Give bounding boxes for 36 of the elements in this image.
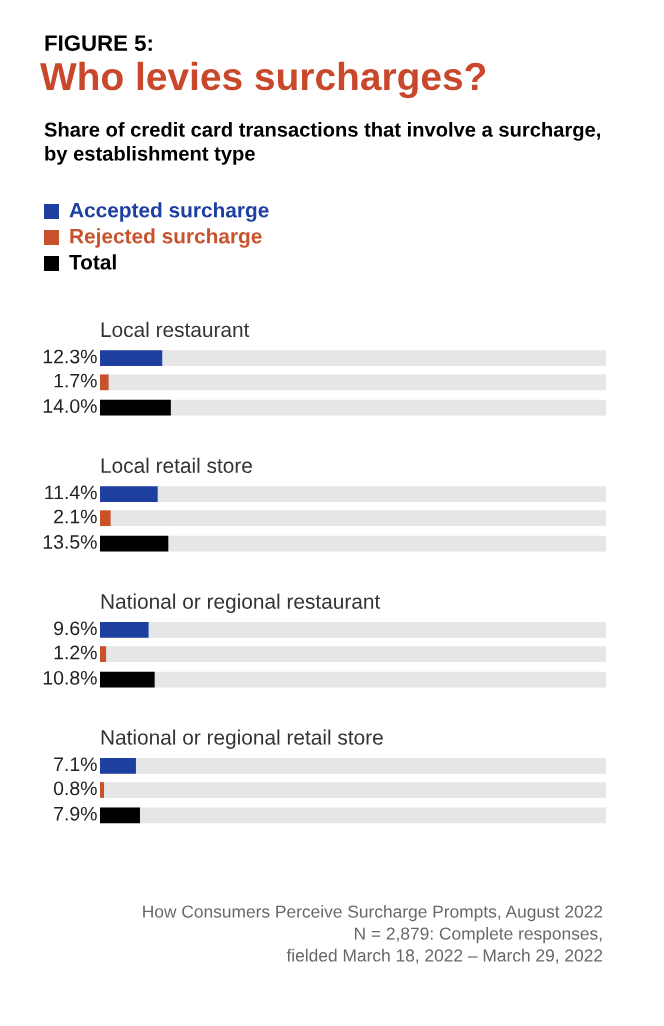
data-label: 11.4%: [45, 485, 97, 500]
data-label: 2.1%: [54, 509, 97, 524]
text: How Consumers Perceive Surcharge Prompts, August 2022: [143, 905, 603, 922]
legend-label: Rejected surcharge: [70, 228, 262, 248]
bar: [100, 758, 136, 774]
bar: [100, 350, 163, 367]
data-label: 0.8%: [53, 781, 97, 796]
bar: [100, 486, 158, 502]
y-tick-label: National or regional restaurant: [101, 593, 381, 614]
bar: [100, 671, 155, 688]
data-label: 7.9%: [54, 806, 97, 821]
data-label: 7.1%: [54, 757, 97, 772]
y-tick-label: National or regional retail store: [101, 729, 383, 749]
bar: [100, 510, 111, 527]
data-label: 14.0%: [43, 399, 97, 413]
text: N = 2,879: Complete responses, fielded March 18, 2022 – March 29, 2022: [286, 927, 603, 964]
data-label: 12.3%: [43, 349, 97, 364]
bar: [100, 374, 109, 391]
caption: FIGURE 5:: [45, 35, 152, 51]
data-label: 10.8%: [43, 670, 97, 685]
data-label: 1.2%: [54, 645, 97, 660]
data-label: 9.6%: [54, 621, 97, 636]
y-tick-label: Local restaurant: [101, 321, 250, 338]
chart-title: Who levies surcharges?: [40, 61, 486, 99]
y-tick-label: Local retail store: [101, 457, 252, 473]
data-label: 13.5%: [43, 535, 97, 549]
bar: [100, 535, 169, 552]
bar: [100, 807, 140, 824]
bar: [100, 399, 171, 416]
bar: [100, 646, 107, 662]
chart-subtitle: Share of credit card transactions that involve a surcharge, by establishment type: [44, 122, 601, 165]
data-label: 1.7%: [54, 373, 97, 388]
bar: [100, 622, 149, 638]
legend-label: Accepted surcharge: [69, 202, 269, 222]
legend-label: Total: [69, 254, 116, 270]
bar: [100, 782, 105, 798]
